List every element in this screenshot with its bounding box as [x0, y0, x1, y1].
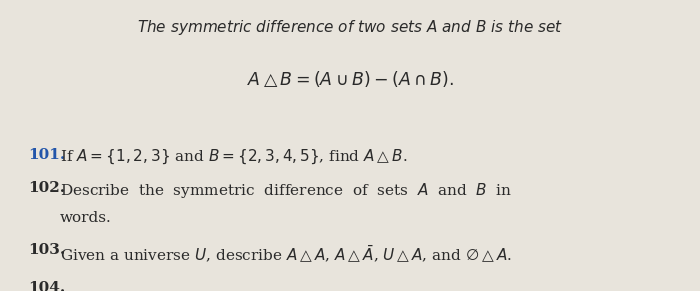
- Text: 101.: 101.: [28, 148, 65, 162]
- Text: 104.: 104.: [28, 281, 65, 291]
- Text: 102.: 102.: [28, 181, 65, 195]
- Text: If $A = \{1, 2, 3\}$ and $B = \{2, 3, 4, 5\}$, find $A \triangle B$.: If $A = \{1, 2, 3\}$ and $B = \{2, 3, 4,…: [60, 148, 407, 166]
- Text: words.: words.: [60, 211, 112, 225]
- Text: 103.: 103.: [28, 243, 65, 257]
- Text: $\mathit{The}$ $\mathit{symmetric}$ $\mathit{difference}$ $\mathit{of}$ $\mathit: $\mathit{The}$ $\mathit{symmetric}$ $\ma…: [137, 18, 563, 37]
- Text: Describe  the  symmetric  difference  of  sets  $A$  and  $B$  in: Describe the symmetric difference of set…: [60, 181, 512, 200]
- Text: Given a universe $U$, describe $A \triangle A$, $A \triangle \bar{A}$, $U \trian: Given a universe $U$, describe $A \trian…: [60, 243, 512, 264]
- Text: $A \triangle B = (A \cup B) - (A \cap B).$: $A \triangle B = (A \cup B) - (A \cap B)…: [246, 69, 454, 89]
